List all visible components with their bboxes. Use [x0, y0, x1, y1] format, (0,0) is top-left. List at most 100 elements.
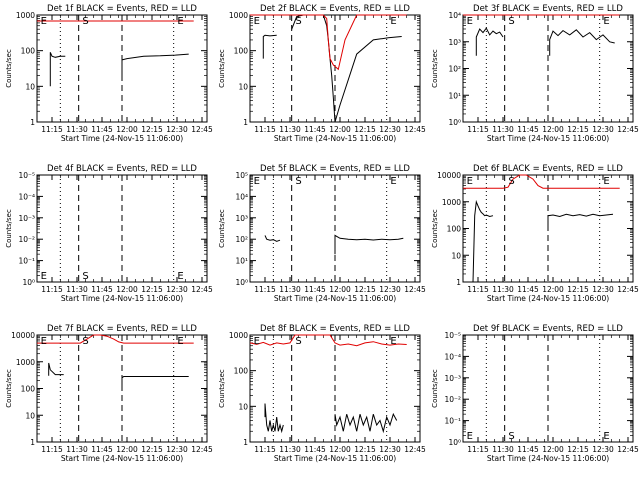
marker-label-s: S [82, 336, 88, 347]
y-tick-label: 10⁰ [448, 118, 461, 127]
x-tick-label: 12:45 [191, 125, 213, 134]
marker-label-e: E [390, 336, 396, 347]
events-series-line [121, 53, 189, 76]
x-tick-label: 11:15 [254, 125, 276, 134]
events-series-line [49, 52, 66, 87]
x-tick-label: 12:00 [116, 445, 138, 454]
y-tick-label: 1 [243, 438, 248, 447]
x-tick-label: 12:45 [617, 125, 639, 134]
x-tick-label: 12:00 [329, 285, 351, 294]
x-axis-label: Start Time (24-Nov-15 11:06:00) [487, 134, 609, 143]
panel-title: Det 4f BLACK = Events, RED = LLD [47, 164, 197, 174]
x-tick-label: 12:15 [567, 125, 589, 134]
x-tick-label: 12:30 [379, 285, 401, 294]
x-tick-label: 11:45 [517, 125, 539, 134]
x-tick-label: 12:30 [592, 285, 614, 294]
marker-label-e: E [467, 431, 473, 442]
x-axis-label: Start Time (24-Nov-15 11:06:00) [61, 134, 183, 143]
x-tick-label: 12:15 [567, 445, 589, 454]
y-tick-label: 10¹ [235, 257, 248, 266]
x-tick-label: 12:15 [354, 445, 376, 454]
panel-title: Det 1f BLACK = Events, RED = LLD [47, 4, 197, 14]
marker-label-s: S [508, 176, 514, 187]
panel-title: Det 5f BLACK = Events, RED = LLD [260, 164, 410, 174]
y-axis-label: Counts/sec [218, 209, 226, 248]
y-axis-label: Counts/sec [5, 209, 13, 248]
y-tick-label: 1 [30, 438, 35, 447]
y-tick-label: 10⁰ [448, 438, 461, 447]
events-series-line [291, 14, 402, 123]
events-series-line [472, 199, 494, 283]
y-tick-label: 1000 [16, 11, 35, 20]
panel-2: Det 2f BLACK = Events, RED = LLD 1 10 100 10… [218, 4, 426, 143]
events-series-line [262, 34, 277, 59]
y-tick-label: 1000 [229, 11, 248, 20]
events-series-line [549, 29, 615, 56]
x-tick-label: 11:30 [279, 125, 301, 134]
marker-label-e: E [254, 16, 260, 27]
y-axis-label: Counts/sec [5, 49, 13, 88]
panel-7: Det 7f BLACK = Events, RED = LLD 1 10 100 10… [5, 324, 213, 463]
y-tick-label: 10⁻⁴ [18, 192, 35, 201]
marker-label-e: E [177, 336, 183, 347]
events-series-line [121, 376, 189, 389]
x-tick-label: 12:00 [542, 445, 564, 454]
x-tick-label: 12:30 [592, 125, 614, 134]
x-tick-label: 12:15 [141, 125, 163, 134]
events-series-line [334, 234, 404, 255]
y-tick-label: 10000 [11, 331, 35, 340]
y-axis-label: Counts/sec [218, 369, 226, 408]
marker-label-e: E [254, 176, 260, 187]
y-tick-label: 100 [21, 47, 36, 56]
marker-label-s: S [508, 16, 514, 27]
panel-5: Det 5f BLACK = Events, RED = LLD 10⁰ 10¹ 10… [218, 164, 426, 303]
y-tick-label: 10³ [448, 38, 461, 47]
y-tick-label: 10² [448, 65, 461, 74]
marker-label-e: E [41, 16, 47, 27]
y-tick-label: 10² [235, 235, 248, 244]
y-tick-label: 10000 [437, 171, 461, 180]
lld-series-line [37, 334, 194, 344]
lld-series-line [463, 174, 620, 189]
y-axis-label: Counts/sec [431, 369, 439, 408]
x-tick-label: 11:45 [304, 285, 326, 294]
events-series-line [334, 412, 398, 434]
x-tick-label: 11:45 [304, 125, 326, 134]
y-tick-label: 10⁻³ [18, 214, 35, 223]
y-axis-label: Counts/sec [218, 49, 226, 88]
y-axis-label: Counts/sec [5, 369, 13, 408]
x-axis-label: Start Time (24-Nov-15 11:06:00) [61, 294, 183, 303]
x-tick-label: 11:30 [279, 285, 301, 294]
marker-label-s: S [508, 431, 514, 442]
y-tick-label: 10 [451, 251, 461, 260]
y-tick-label: 10⁴ [235, 192, 248, 201]
x-tick-label: 12:45 [404, 285, 426, 294]
marker-label-e: E [603, 431, 609, 442]
x-tick-label: 12:15 [141, 445, 163, 454]
y-tick-label: 10⁻¹ [444, 417, 461, 426]
marker-label-s: S [295, 176, 301, 187]
x-tick-label: 12:00 [329, 445, 351, 454]
x-tick-label: 11:45 [517, 445, 539, 454]
y-tick-label: 10⁰ [22, 278, 35, 287]
panel-title: Det 9f BLACK = Events, RED = LLD [473, 324, 623, 334]
y-tick-label: 10 [238, 402, 248, 411]
y-tick-label: 1000 [229, 331, 248, 340]
panel-6: Det 6f BLACK = Events, RED = LLD 1 10 100 10… [431, 164, 639, 303]
panel-title: Det 2f BLACK = Events, RED = LLD [260, 4, 410, 14]
events-series-line [264, 403, 284, 434]
x-tick-label: 11:15 [467, 445, 489, 454]
y-tick-label: 10³ [235, 214, 248, 223]
x-axis-label: Start Time (24-Nov-15 11:06:00) [487, 454, 609, 463]
y-tick-label: 10⁻⁴ [444, 352, 461, 361]
x-tick-label: 12:15 [354, 285, 376, 294]
marker-label-s: S [82, 16, 88, 27]
y-tick-label: 10⁻² [18, 235, 35, 244]
x-tick-label: 11:45 [91, 445, 113, 454]
x-tick-label: 11:30 [492, 445, 514, 454]
y-tick-label: 10⁻³ [444, 374, 461, 383]
y-tick-label: 10⁻¹ [18, 257, 35, 266]
events-series-line [475, 27, 504, 56]
panel-3: Det 3f BLACK = Events, RED = LLD 10⁰ 10¹ 10… [431, 4, 639, 143]
y-tick-label: 100 [234, 367, 249, 376]
